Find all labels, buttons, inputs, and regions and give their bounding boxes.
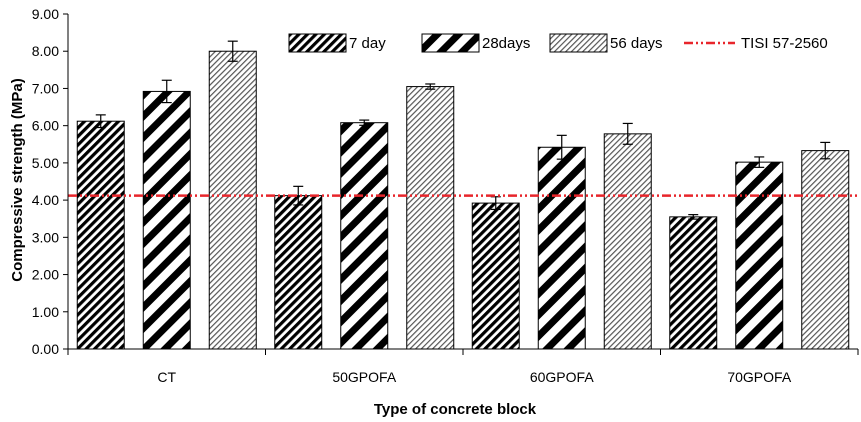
y-tick-label: 4.00 <box>32 192 59 208</box>
x-tick-label: 50GPOFA <box>332 369 396 385</box>
x-tick-label: 70GPOFA <box>727 369 791 385</box>
legend-swatch <box>288 33 347 53</box>
y-tick-label: 6.00 <box>32 118 59 134</box>
y-tick-label: 5.00 <box>32 155 59 171</box>
legend-label: 56 days <box>610 35 663 52</box>
x-axis-title: Type of concrete block <box>374 401 537 418</box>
bar <box>208 50 257 350</box>
x-tick-label: CT <box>157 369 176 385</box>
bar <box>735 161 784 350</box>
y-tick-label: 8.00 <box>32 43 59 59</box>
bar <box>603 133 652 350</box>
bar <box>76 120 125 350</box>
legend-swatch <box>549 33 608 53</box>
bar <box>801 150 850 350</box>
y-axis-title: Compressive strength (MPa) <box>9 78 26 281</box>
error-bars <box>95 40 831 220</box>
axes <box>67 14 859 355</box>
bar <box>669 216 718 350</box>
x-tick-label: 60GPOFA <box>530 369 594 385</box>
bar <box>471 202 520 350</box>
y-tick-label: 2.00 <box>32 267 59 283</box>
y-tick-label: 7.00 <box>32 80 59 96</box>
y-tick-label: 1.00 <box>32 304 59 320</box>
bar <box>406 86 455 350</box>
y-tick-label: 9.00 <box>32 6 59 22</box>
bar <box>537 146 586 350</box>
legend-label: 7 day <box>349 35 386 52</box>
bar <box>274 195 323 350</box>
y-tick-label: 0.00 <box>32 341 59 357</box>
legend-label: 28days <box>482 35 530 52</box>
legend-swatch <box>421 33 480 53</box>
legend: 7 day 28days 56 days TISI 57-2560 <box>288 33 828 53</box>
legend-label: TISI 57-2560 <box>741 35 828 52</box>
bar <box>142 90 191 350</box>
bars <box>76 50 850 350</box>
y-tick-label: 3.00 <box>32 229 59 245</box>
y-axis-ticks: 0.00 1.00 2.00 3.00 4.00 5.00 6.00 7.00 8.00 9.00 <box>32 6 68 357</box>
x-axis-tick-labels: CT 50GPOFA 60GPOFA 70GPOFA <box>157 369 791 385</box>
bar <box>340 122 389 350</box>
